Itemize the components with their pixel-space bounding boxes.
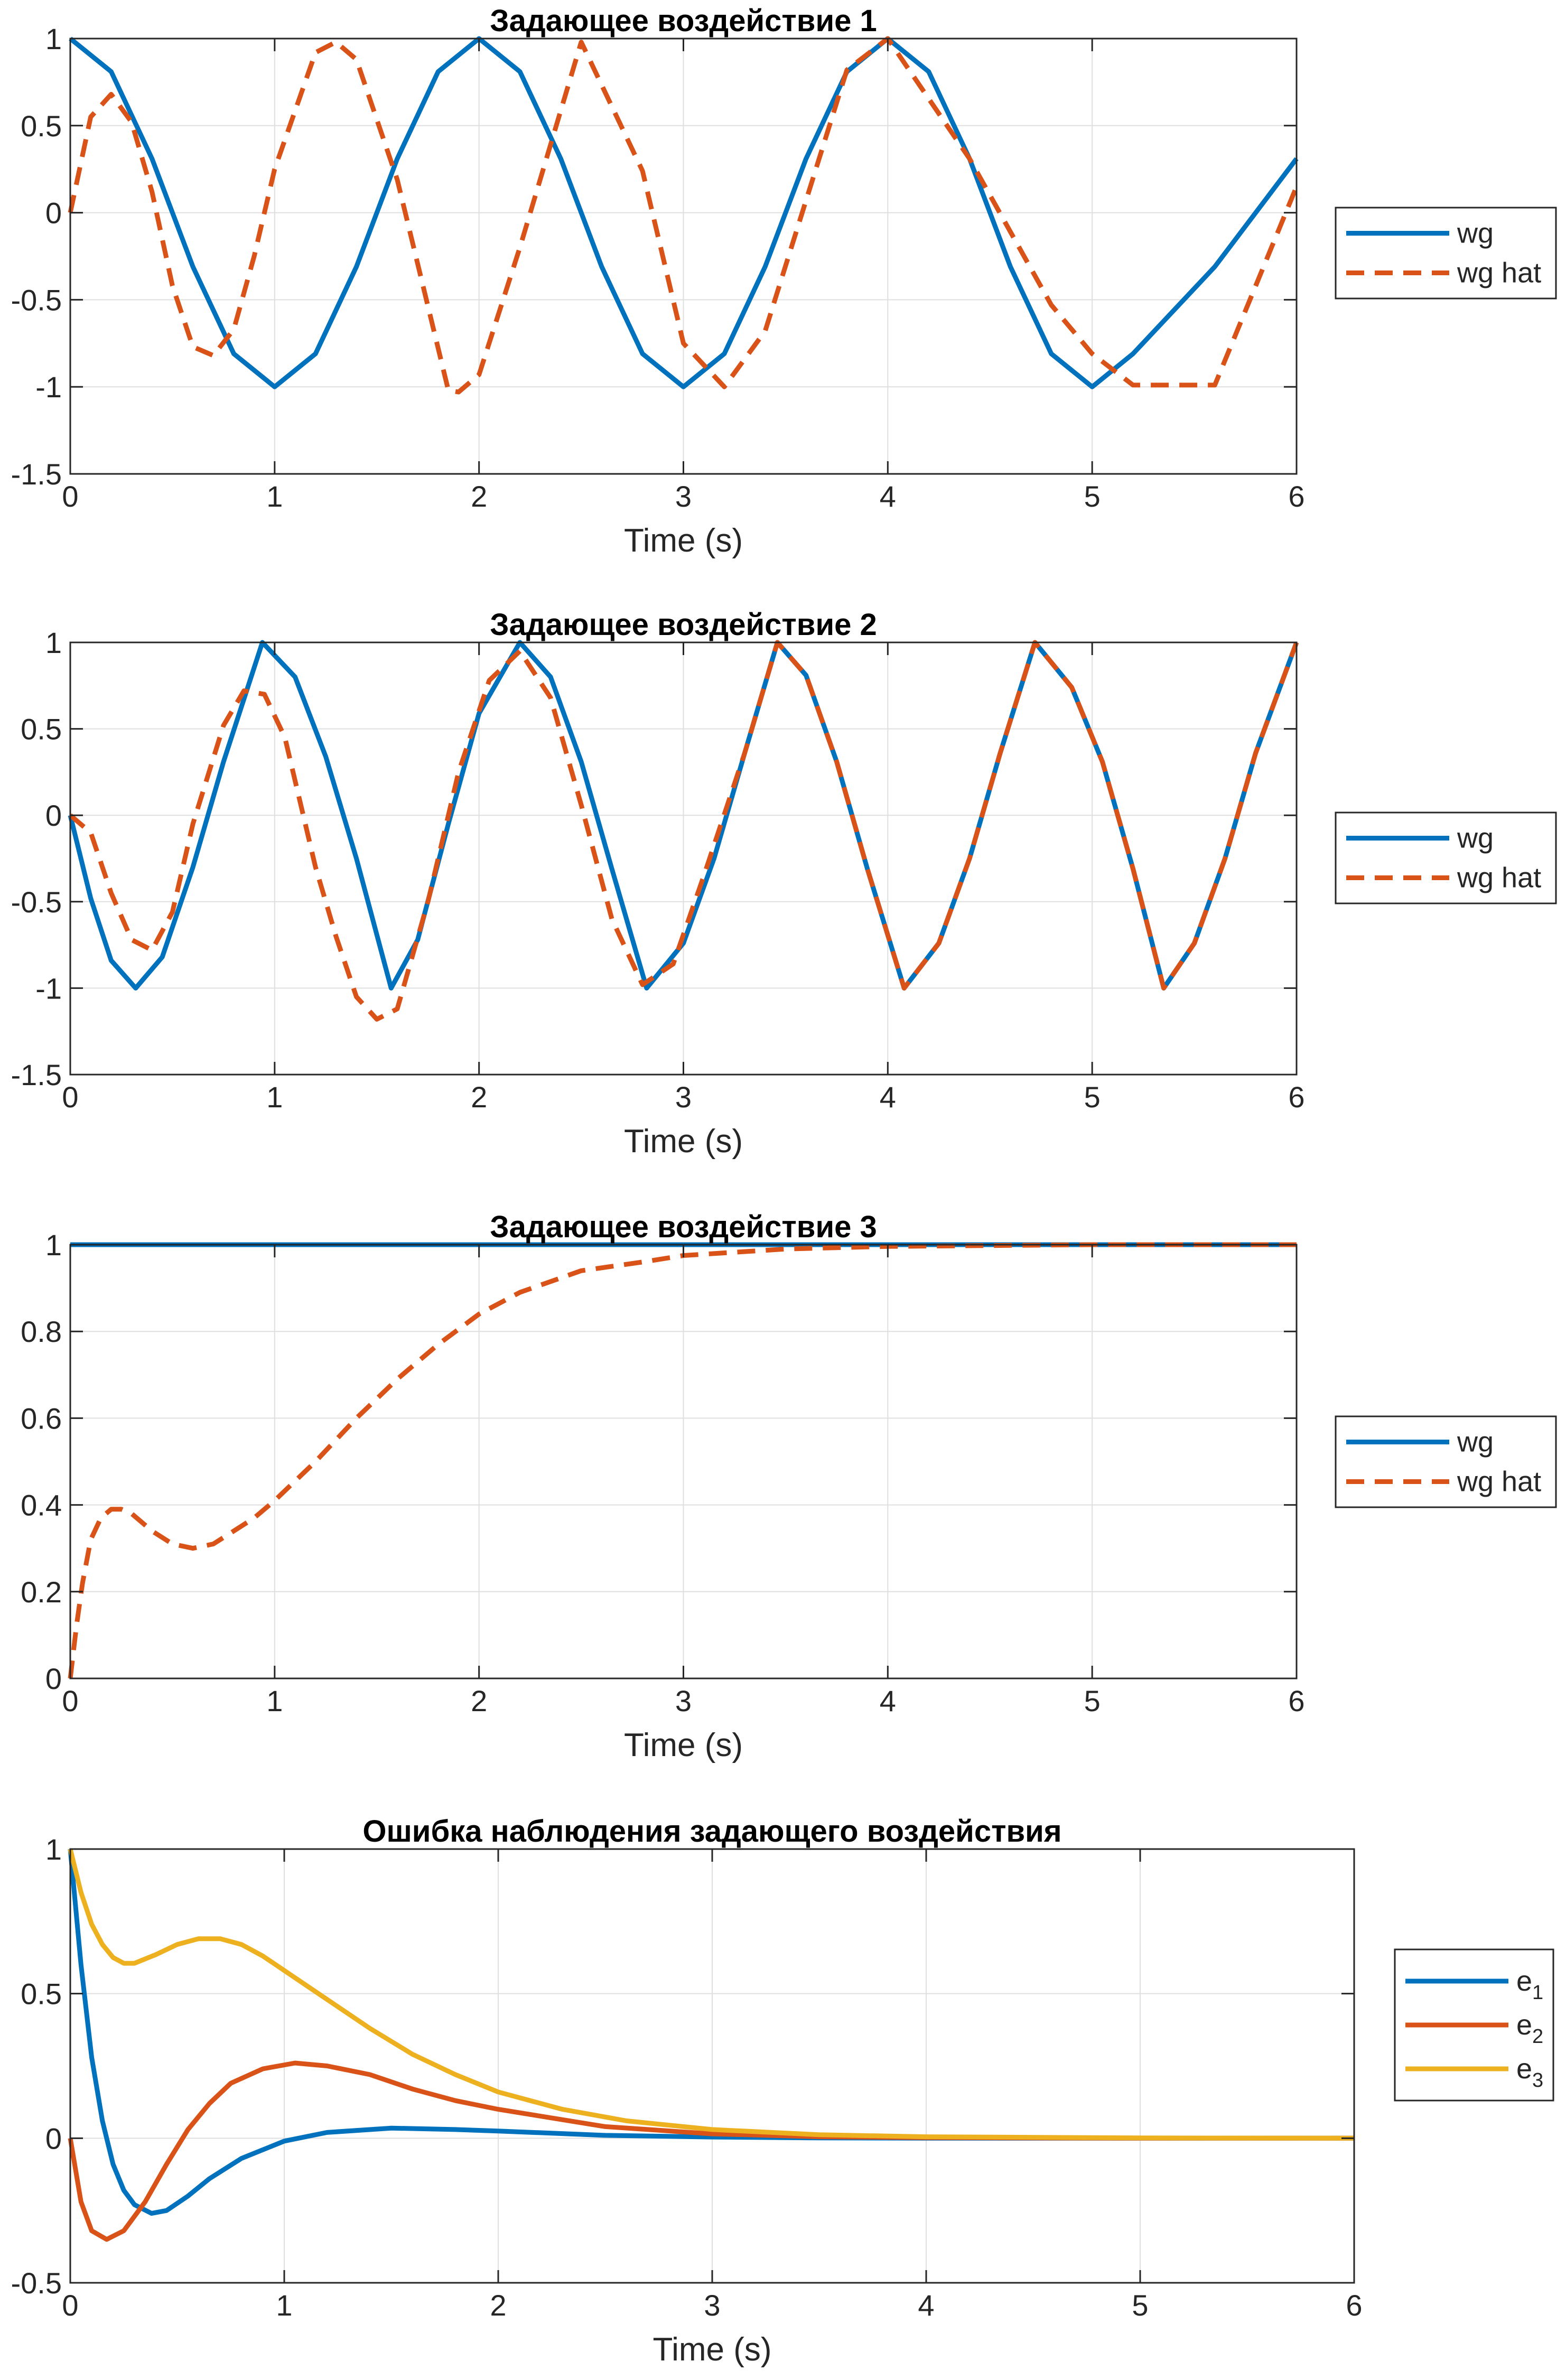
y-tick-label: 0 xyxy=(45,799,62,832)
x-tick-label: 6 xyxy=(1288,480,1304,513)
y-tick-label: 0.5 xyxy=(21,109,62,143)
x-tick-label: 4 xyxy=(880,1080,896,1114)
y-tick-label: 1 xyxy=(45,1833,62,1866)
x-tick-label: 3 xyxy=(675,480,692,513)
x-axis-label: Time (s) xyxy=(653,2331,772,2368)
y-tick-label: 0.6 xyxy=(21,1402,62,1435)
y-tick-label: -0.5 xyxy=(11,885,62,919)
y-tick-label: -1 xyxy=(35,972,62,1005)
legend-label: wg xyxy=(1457,218,1494,249)
legend-label: wg hat xyxy=(1457,257,1541,289)
chart-title: Задающее воздействие 2 xyxy=(490,608,877,642)
x-tick-label: 0 xyxy=(62,1684,78,1718)
y-tick-label: 0.8 xyxy=(21,1315,62,1348)
legend: wg wg hat xyxy=(1335,811,1557,904)
y-tick-label: 0.2 xyxy=(21,1575,62,1609)
x-tick-label: 3 xyxy=(704,2289,720,2322)
x-tick-label: 2 xyxy=(471,1684,487,1718)
series-line-e2 xyxy=(68,2060,1354,2242)
y-tick-label: -1 xyxy=(35,370,62,404)
legend-box xyxy=(1335,811,1557,904)
x-tick-label: 1 xyxy=(276,2289,292,2322)
x-tick-label: 6 xyxy=(1346,2289,1362,2322)
x-tick-label: 5 xyxy=(1132,2289,1148,2322)
y-tick-label: -1.5 xyxy=(11,1058,62,1091)
x-tick-label: 0 xyxy=(62,1080,78,1114)
legend: wg wg hat xyxy=(1335,207,1557,300)
subplot-1: 0 1 2 3 4 5 6 -1.5 -1 -0.5 0 0.5 1 Задающее воздейств… xyxy=(11,4,1557,559)
legend-label: wg xyxy=(1457,1426,1494,1458)
y-tick-label: 0 xyxy=(45,197,62,230)
x-axis-label: Time (s) xyxy=(624,1727,743,1763)
legend-box xyxy=(1335,1415,1557,1508)
legend: wg wg hat xyxy=(1335,1415,1557,1508)
y-tick-label: 0.5 xyxy=(21,1977,62,2011)
x-tick-label: 5 xyxy=(1084,480,1101,513)
legend-box xyxy=(1335,207,1557,300)
x-tick-label: 0 xyxy=(62,2289,78,2322)
x-axis-label: Time (s) xyxy=(624,522,743,559)
x-tick-label: 5 xyxy=(1084,1684,1101,1718)
y-tick-label: -0.5 xyxy=(11,283,62,316)
x-tick-label: 4 xyxy=(880,1684,896,1718)
x-tick-label: 2 xyxy=(490,2289,506,2322)
legend-label: wg hat xyxy=(1457,1466,1541,1498)
y-tick-label: 0.4 xyxy=(21,1489,62,1522)
x-tick-label: 1 xyxy=(266,1080,283,1114)
series-line-e3 xyxy=(68,1848,1355,2141)
x-tick-label: 4 xyxy=(880,480,896,513)
series-line-e1 xyxy=(68,1849,1354,2216)
subplot-2: 0 1 2 3 4 5 6 -1.5 -1 -0.5 0 0.5 1 Задающее воздейств… xyxy=(11,608,1557,1160)
x-tick-label: 1 xyxy=(266,480,283,513)
y-tick-label: 1 xyxy=(45,1228,62,1262)
y-tick-label: 1 xyxy=(45,626,62,659)
y-tick-label: 1 xyxy=(45,22,62,55)
x-tick-label: 2 xyxy=(471,1080,487,1114)
subplot-3: 0 1 2 3 4 5 6 0 0.2 0.4 0.6 0.8 1 Задающее воздействи… xyxy=(21,1210,1557,1763)
y-tick-label: 0 xyxy=(45,2122,62,2155)
x-tick-label: 3 xyxy=(675,1684,692,1718)
chart-title: Ошибка наблюдения задающего воздействия xyxy=(362,1814,1061,1849)
x-tick-label: 5 xyxy=(1084,1080,1101,1114)
legend-label: wg hat xyxy=(1457,862,1541,894)
y-tick-label: 0 xyxy=(45,1662,62,1695)
y-tick-label: 0.5 xyxy=(21,713,62,746)
series-line-wg-hat xyxy=(69,640,1299,1022)
series-line-wg-hat xyxy=(68,1242,1297,1679)
x-tick-label: 1 xyxy=(266,1684,283,1718)
chart-title: Задающее воздействие 1 xyxy=(490,4,877,38)
y-tick-label: -1.5 xyxy=(11,458,62,491)
x-tick-label: 3 xyxy=(675,1080,692,1114)
series-line-wg xyxy=(68,640,1299,991)
y-tick-label: -0.5 xyxy=(11,2266,62,2300)
x-tick-label: 0 xyxy=(62,480,78,513)
x-tick-label: 6 xyxy=(1288,1080,1304,1114)
chart-title: Задающее воздействие 3 xyxy=(490,1210,877,1244)
legend-label: wg xyxy=(1457,823,1494,854)
x-tick-label: 4 xyxy=(918,2289,934,2322)
x-tick-label: 6 xyxy=(1288,1684,1304,1718)
x-tick-label: 2 xyxy=(471,480,487,513)
x-axis-label: Time (s) xyxy=(624,1123,743,1160)
series-line-wg-hat xyxy=(68,36,1299,395)
series-line-wg xyxy=(69,36,1299,389)
